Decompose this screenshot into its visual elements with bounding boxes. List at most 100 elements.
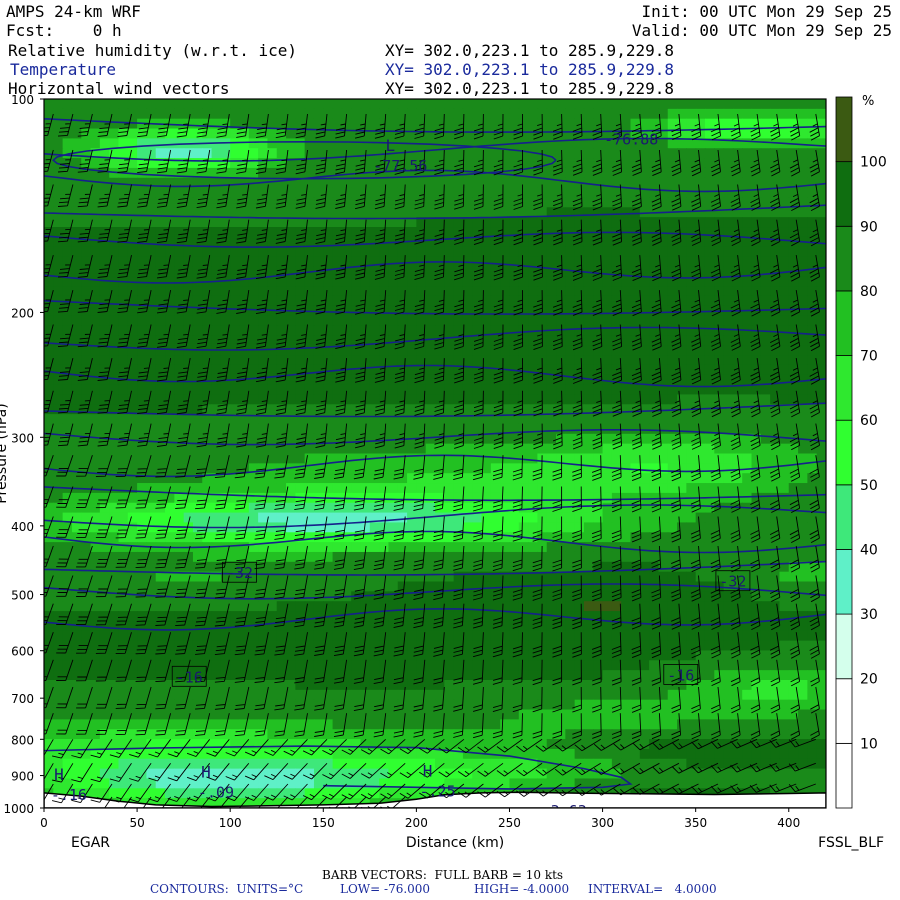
rh-cell [146, 364, 157, 376]
rh-cell [723, 118, 734, 130]
rh-cell [81, 532, 92, 543]
rh-cell [742, 414, 753, 425]
rh-cell [602, 138, 613, 149]
rh-cell [81, 355, 92, 366]
rh-cell [686, 138, 697, 149]
rh-cell [770, 453, 781, 464]
rh-cell [137, 620, 148, 632]
rh-cell [369, 177, 380, 189]
rh-cell [258, 443, 269, 455]
rh-cell [313, 453, 324, 464]
rh-cell [537, 670, 548, 681]
rh-cell [546, 217, 557, 228]
rh-cell [798, 414, 808, 425]
rh-cell [239, 679, 250, 691]
rh-cell [770, 99, 781, 110]
rh-cell [742, 227, 753, 238]
rh-cell [174, 512, 185, 524]
rh-cell [546, 561, 557, 573]
rh-cell [509, 601, 520, 612]
rh-cell [425, 335, 436, 346]
rh-cell [760, 187, 771, 199]
rh-cell [807, 217, 818, 228]
rh-cell [71, 581, 82, 592]
rh-cell [546, 404, 557, 415]
rh-cell [258, 473, 269, 484]
rh-cell [183, 148, 194, 159]
rh-cell [248, 581, 259, 592]
rh-cell [546, 591, 557, 602]
rh-cell [602, 345, 613, 356]
rh-cell [556, 246, 566, 258]
rh-cell [248, 286, 259, 297]
rh-cell [388, 473, 399, 484]
rh-cell [379, 630, 390, 642]
rh-cell [248, 128, 259, 139]
rh-cell [639, 325, 650, 336]
rh-cell [472, 404, 483, 415]
rh-cell [146, 138, 157, 149]
rh-cell [425, 345, 436, 356]
rh-cell [686, 325, 697, 336]
rh-cell [472, 443, 483, 455]
rh-cell [341, 404, 352, 415]
rh-cell [99, 108, 110, 120]
rh-cell [192, 630, 203, 642]
rh-cell [453, 325, 464, 336]
rh-cell [351, 217, 362, 228]
rh-cell [677, 286, 687, 297]
rh-cell [62, 433, 73, 445]
rh-cell [444, 118, 455, 130]
rh-cell [230, 108, 241, 120]
rh-cell [630, 108, 641, 120]
rh-cell [313, 423, 324, 435]
rh-cell [323, 335, 334, 346]
rh-cell [621, 611, 632, 622]
rh-cell [788, 256, 799, 268]
rh-cell [760, 148, 771, 159]
rh-cell [192, 433, 203, 445]
rh-cell [397, 177, 408, 189]
rh-cell [239, 286, 250, 297]
rh-cell [732, 325, 743, 336]
rh-cell [667, 364, 678, 376]
rh-cell [118, 611, 129, 622]
rh-cell [127, 571, 138, 583]
rh-cell [611, 443, 622, 455]
rh-cell [528, 187, 539, 199]
rh-cell [602, 197, 613, 208]
rh-cell [332, 227, 343, 238]
rh-cell [583, 128, 594, 139]
rh-cell [313, 512, 324, 524]
rh-cell [276, 679, 287, 691]
rh-cell [732, 384, 743, 396]
rh-cell [81, 492, 92, 504]
rh-cell [220, 295, 231, 307]
rh-cell [472, 601, 483, 612]
rh-cell [239, 414, 250, 425]
rh-cell [751, 404, 762, 415]
rh-cell [99, 423, 110, 435]
rh-cell [109, 335, 120, 346]
rh-cell [732, 611, 743, 622]
rh-cell [453, 502, 464, 514]
rh-cell [556, 433, 566, 445]
rh-cell [490, 473, 501, 484]
rh-cell [760, 561, 771, 573]
rh-cell [528, 138, 539, 149]
rh-cell [453, 650, 464, 661]
rh-cell [137, 650, 148, 661]
rh-cell [528, 384, 539, 396]
rh-cell [220, 650, 231, 661]
rh-cell [732, 158, 743, 169]
rh-cell [192, 670, 203, 681]
rh-cell [165, 620, 175, 632]
rh-cell [81, 315, 92, 327]
rh-cell [751, 217, 762, 228]
rh-cell [500, 355, 511, 366]
rh-cell [71, 542, 82, 553]
rh-cell [621, 483, 632, 494]
rh-cell [174, 620, 185, 632]
rh-cell [71, 207, 82, 218]
rh-cell [602, 404, 613, 415]
